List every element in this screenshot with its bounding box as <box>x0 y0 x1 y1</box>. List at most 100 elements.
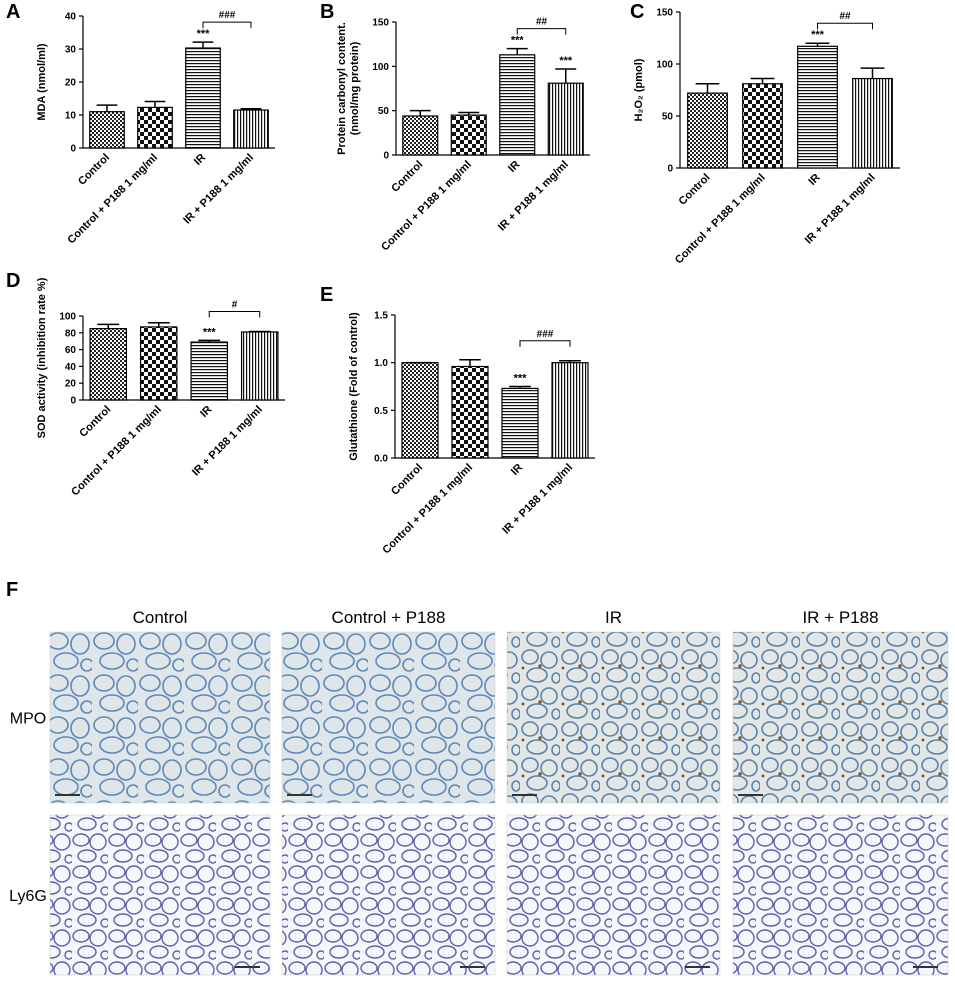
significance-label: *** <box>559 55 573 67</box>
y-tick-label: 1.0 <box>374 358 388 369</box>
micrograph <box>733 815 948 975</box>
bar <box>234 110 269 148</box>
x-tick-label: Control <box>389 462 425 498</box>
x-tick-label: Control + P188 1 mg/ml <box>380 462 475 557</box>
y-tick-label: 0 <box>667 164 673 175</box>
x-tick-label: Control + P188 1 mg/ml <box>65 152 160 247</box>
x-tick-label: IR <box>198 404 214 420</box>
x-tick-label: Control <box>76 152 112 188</box>
y-tick-label: 0.5 <box>374 406 388 417</box>
y-tick-label: 100 <box>59 312 76 323</box>
comparison-label: ### <box>219 10 236 21</box>
significance-label: *** <box>511 35 525 47</box>
panel-letter: A <box>6 1 20 23</box>
panel-letter: C <box>630 1 644 23</box>
bar <box>141 327 177 400</box>
bar <box>853 79 893 168</box>
y-tick-label: 40 <box>65 362 77 373</box>
comparison-bracket <box>203 22 251 28</box>
y-tick-label: 10 <box>65 111 77 122</box>
y-tick-label: 100 <box>372 62 389 73</box>
y-axis-label: Glutathione (Fold of control) <box>348 312 360 461</box>
comparison-label: # <box>232 300 238 311</box>
micrograph <box>282 632 495 803</box>
bar <box>90 329 126 400</box>
bar <box>502 388 538 458</box>
error-bar <box>459 360 481 367</box>
y-tick-label: 0 <box>70 396 76 407</box>
error-bar <box>97 105 118 112</box>
micrograph <box>733 632 948 803</box>
x-tick-label: IR + P188 1 mg/ml <box>496 159 571 234</box>
bar <box>402 363 438 458</box>
y-tick-label: 0.0 <box>374 454 388 465</box>
y-tick-label: 20 <box>65 379 77 390</box>
y-tick-label: 0 <box>383 151 389 162</box>
comparison-bracket <box>517 29 566 35</box>
y-tick-label: 30 <box>65 45 77 56</box>
bar <box>688 93 728 168</box>
micrograph <box>50 815 270 975</box>
comparison-bracket <box>520 341 570 347</box>
y-axis-label: H₂O₂ (pmol) <box>633 58 645 121</box>
x-tick-label: Control <box>77 404 113 440</box>
bar <box>186 48 221 148</box>
panel-letter: E <box>320 284 333 306</box>
bar <box>90 112 125 148</box>
panel-letter: B <box>320 1 334 23</box>
x-tick-label: Control <box>676 172 712 208</box>
error-bar <box>97 324 119 328</box>
y-tick-label: 80 <box>65 328 77 339</box>
y-tick-label: 1.5 <box>374 311 388 322</box>
row-label: MPO <box>10 711 46 728</box>
comparison-label: ## <box>839 11 851 22</box>
column-header: Control + P188 <box>332 608 446 627</box>
x-tick-label: Control + P188 1 mg/ml <box>69 404 164 499</box>
x-tick-label: Control <box>389 159 425 195</box>
error-bar <box>193 42 214 48</box>
x-tick-label: IR + P188 1 mg/ml <box>181 152 256 227</box>
bar <box>242 332 278 400</box>
panel-letter: F <box>6 579 18 601</box>
bar <box>451 115 486 155</box>
y-tick-label: 40 <box>65 12 77 23</box>
error-bar <box>696 84 720 93</box>
column-header: Control <box>133 608 188 627</box>
y-tick-label: 50 <box>378 106 390 117</box>
significance-label: *** <box>514 373 528 385</box>
y-tick-label: 60 <box>65 345 77 356</box>
x-tick-label: Control + P188 1 mg/ml <box>673 172 768 267</box>
comparison-label: ## <box>536 17 548 28</box>
panel-letter: D <box>6 270 20 292</box>
bar <box>548 83 583 155</box>
y-axis-label: Protein carbonyl content. <box>336 22 348 155</box>
significance-label: *** <box>203 326 217 338</box>
error-bar <box>555 69 576 83</box>
significance-label: *** <box>197 28 211 40</box>
y-tick-label: 20 <box>65 78 77 89</box>
micrograph <box>50 632 270 803</box>
comparison-bracket <box>818 23 873 29</box>
column-header: IR + P188 <box>802 608 878 627</box>
bar <box>138 107 173 148</box>
comparison-label: ### <box>537 329 554 340</box>
column-header: IR <box>605 608 622 627</box>
x-tick-label: IR <box>506 159 522 175</box>
y-tick-label: 100 <box>656 60 673 71</box>
error-bar <box>410 111 431 116</box>
x-tick-label: IR <box>509 462 525 478</box>
x-tick-label: IR <box>806 172 822 188</box>
x-tick-label: Control + P188 1 mg/ml <box>379 159 474 254</box>
bar <box>798 46 838 168</box>
comparison-bracket <box>209 312 260 318</box>
bar <box>743 84 783 168</box>
error-bar <box>145 101 166 107</box>
micrograph <box>282 815 495 975</box>
significance-label: *** <box>811 29 825 41</box>
bar <box>552 363 588 458</box>
y-axis-label: MDA (nmol/ml) <box>36 43 48 121</box>
y-axis-label: SOD activity (inhibition rate %) <box>36 277 48 438</box>
y-tick-label: 50 <box>662 112 674 123</box>
y-tick-label: 150 <box>372 18 389 29</box>
